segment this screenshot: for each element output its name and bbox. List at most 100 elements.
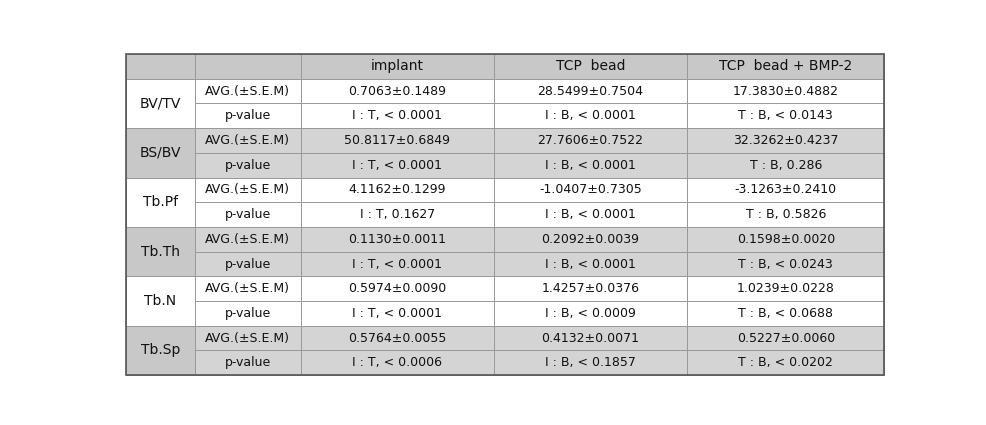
Bar bbox=[194, 54, 301, 79]
Text: I : B, < 0.0001: I : B, < 0.0001 bbox=[545, 208, 636, 221]
Bar bbox=[687, 178, 884, 202]
Bar bbox=[494, 178, 687, 202]
Text: 0.5227±0.0060: 0.5227±0.0060 bbox=[737, 332, 835, 345]
Text: I : B, < 0.1857: I : B, < 0.1857 bbox=[545, 356, 636, 369]
Text: 32.3262±0.4237: 32.3262±0.4237 bbox=[733, 134, 838, 147]
Text: 0.7063±0.1489: 0.7063±0.1489 bbox=[348, 85, 447, 98]
Bar bbox=[301, 54, 494, 79]
Text: AVG.(±S.E.M): AVG.(±S.E.M) bbox=[205, 184, 290, 196]
Bar bbox=[126, 128, 194, 178]
Bar bbox=[494, 202, 687, 227]
Text: 1.4257±0.0376: 1.4257±0.0376 bbox=[541, 282, 640, 295]
Text: I : T, < 0.0001: I : T, < 0.0001 bbox=[352, 109, 443, 122]
Text: p-value: p-value bbox=[225, 159, 271, 172]
Bar bbox=[687, 128, 884, 153]
Text: TCP  bead + BMP-2: TCP bead + BMP-2 bbox=[719, 60, 852, 74]
Text: 0.1130±0.0011: 0.1130±0.0011 bbox=[348, 233, 447, 246]
Text: T : B, < 0.0202: T : B, < 0.0202 bbox=[739, 356, 833, 369]
Text: p-value: p-value bbox=[225, 258, 271, 271]
Bar bbox=[194, 178, 301, 202]
Bar bbox=[301, 79, 494, 103]
Bar bbox=[687, 326, 884, 351]
Text: AVG.(±S.E.M): AVG.(±S.E.M) bbox=[205, 85, 290, 98]
Text: T : B, 0.286: T : B, 0.286 bbox=[749, 159, 822, 172]
Text: I : B, < 0.0009: I : B, < 0.0009 bbox=[545, 307, 636, 320]
Bar bbox=[126, 79, 194, 128]
Bar bbox=[301, 178, 494, 202]
Text: 4.1162±0.1299: 4.1162±0.1299 bbox=[349, 184, 446, 196]
Bar bbox=[494, 153, 687, 178]
Text: I : B, < 0.0001: I : B, < 0.0001 bbox=[545, 109, 636, 122]
Bar bbox=[301, 128, 494, 153]
Bar bbox=[494, 276, 687, 301]
Bar bbox=[494, 351, 687, 375]
Bar bbox=[126, 178, 194, 227]
Text: p-value: p-value bbox=[225, 356, 271, 369]
Bar bbox=[126, 326, 194, 375]
Text: p-value: p-value bbox=[225, 208, 271, 221]
Text: 17.3830±0.4882: 17.3830±0.4882 bbox=[733, 85, 839, 98]
Text: 27.7606±0.7522: 27.7606±0.7522 bbox=[537, 134, 644, 147]
Text: BS/BV: BS/BV bbox=[140, 146, 181, 160]
Text: AVG.(±S.E.M): AVG.(±S.E.M) bbox=[205, 134, 290, 147]
Text: 0.5974±0.0090: 0.5974±0.0090 bbox=[348, 282, 447, 295]
Text: T : B, 0.5826: T : B, 0.5826 bbox=[745, 208, 826, 221]
Text: I : T, < 0.0001: I : T, < 0.0001 bbox=[352, 258, 443, 271]
Text: 0.2092±0.0039: 0.2092±0.0039 bbox=[541, 233, 640, 246]
Text: Tb.Sp: Tb.Sp bbox=[141, 343, 180, 357]
Bar bbox=[301, 103, 494, 128]
Text: I : T, < 0.0001: I : T, < 0.0001 bbox=[352, 307, 443, 320]
Bar bbox=[301, 351, 494, 375]
Bar bbox=[194, 79, 301, 103]
Bar bbox=[126, 276, 194, 326]
Bar bbox=[126, 54, 194, 79]
Text: -3.1263±0.2410: -3.1263±0.2410 bbox=[735, 184, 837, 196]
Text: AVG.(±S.E.M): AVG.(±S.E.M) bbox=[205, 332, 290, 345]
Bar bbox=[194, 103, 301, 128]
Bar bbox=[687, 103, 884, 128]
Bar bbox=[687, 153, 884, 178]
Bar bbox=[687, 227, 884, 252]
Text: T : B, < 0.0243: T : B, < 0.0243 bbox=[739, 258, 833, 271]
Text: I : T, < 0.0006: I : T, < 0.0006 bbox=[352, 356, 443, 369]
Text: AVG.(±S.E.M): AVG.(±S.E.M) bbox=[205, 282, 290, 295]
Bar bbox=[494, 326, 687, 351]
Text: Tb.N: Tb.N bbox=[144, 294, 176, 308]
Bar bbox=[194, 351, 301, 375]
Bar bbox=[494, 252, 687, 276]
Text: T : B, < 0.0688: T : B, < 0.0688 bbox=[739, 307, 833, 320]
Text: I : T, 0.1627: I : T, 0.1627 bbox=[360, 208, 435, 221]
Bar bbox=[301, 326, 494, 351]
Bar bbox=[194, 301, 301, 326]
Bar bbox=[301, 301, 494, 326]
Bar bbox=[494, 54, 687, 79]
Bar bbox=[687, 79, 884, 103]
Text: 28.5499±0.7504: 28.5499±0.7504 bbox=[537, 85, 644, 98]
Bar bbox=[494, 301, 687, 326]
Text: T : B, < 0.0143: T : B, < 0.0143 bbox=[739, 109, 833, 122]
Text: TCP  bead: TCP bead bbox=[556, 60, 625, 74]
Bar bbox=[687, 202, 884, 227]
Bar bbox=[194, 202, 301, 227]
Bar bbox=[494, 128, 687, 153]
Bar bbox=[301, 153, 494, 178]
Text: -1.0407±0.7305: -1.0407±0.7305 bbox=[539, 184, 642, 196]
Text: 0.4132±0.0071: 0.4132±0.0071 bbox=[541, 332, 640, 345]
Text: implant: implant bbox=[371, 60, 424, 74]
Text: Tb.Pf: Tb.Pf bbox=[143, 195, 178, 209]
Bar bbox=[687, 54, 884, 79]
Bar bbox=[687, 252, 884, 276]
Text: 0.5764±0.0055: 0.5764±0.0055 bbox=[348, 332, 447, 345]
Text: 0.1598±0.0020: 0.1598±0.0020 bbox=[737, 233, 835, 246]
Bar bbox=[687, 276, 884, 301]
Bar bbox=[194, 153, 301, 178]
Text: I : B, < 0.0001: I : B, < 0.0001 bbox=[545, 159, 636, 172]
Bar bbox=[301, 252, 494, 276]
Bar bbox=[494, 227, 687, 252]
Bar bbox=[194, 276, 301, 301]
Text: p-value: p-value bbox=[225, 109, 271, 122]
Bar bbox=[301, 227, 494, 252]
Bar bbox=[494, 103, 687, 128]
Text: 50.8117±0.6849: 50.8117±0.6849 bbox=[344, 134, 451, 147]
Bar bbox=[194, 252, 301, 276]
